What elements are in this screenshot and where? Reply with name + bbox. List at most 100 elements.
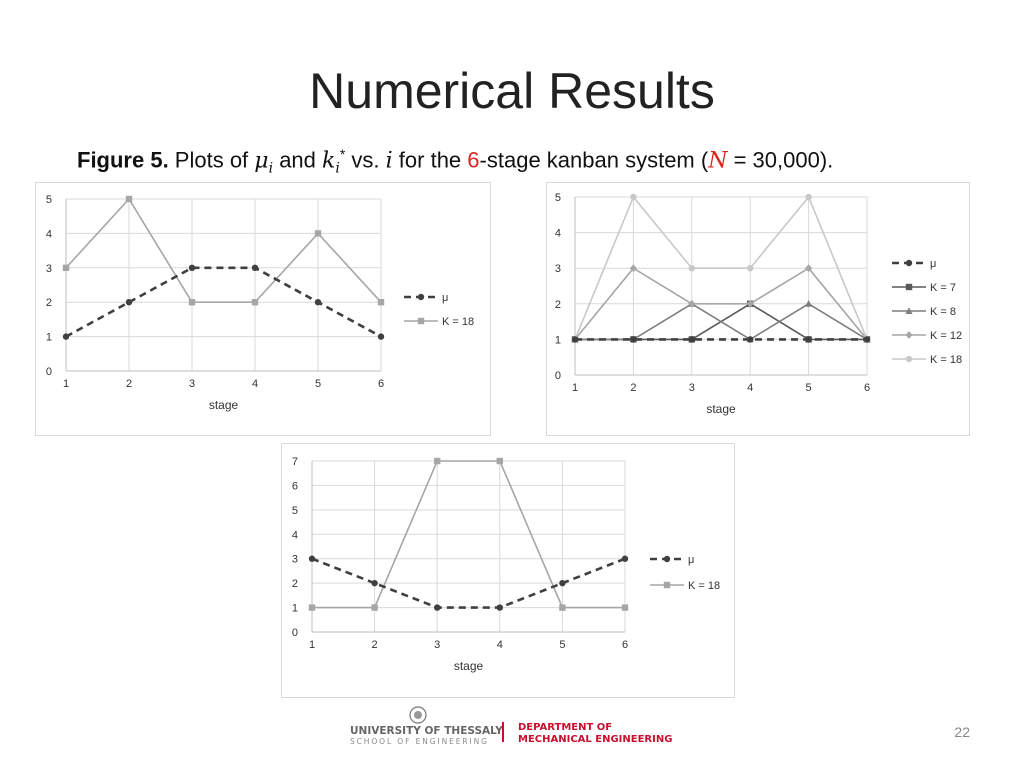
x-tick-label: 5 [559,639,565,651]
data-point [621,555,629,562]
x-tick-label: 4 [497,639,503,651]
legend-marker [905,307,913,314]
data-point [805,264,813,272]
series-k2 [571,300,871,343]
legend-marker [905,355,913,363]
x-axis-label: stage [209,398,239,412]
data-point [863,336,871,343]
legend-label: μ [930,258,936,270]
data-point [747,265,754,272]
department-line-2: MECHANICAL ENGINEERING [518,734,672,745]
x-tick-label: 2 [126,378,132,390]
data-point [314,299,322,306]
y-tick-label: 5 [46,194,52,206]
school-name: SCHOOL OF ENGINEERING [350,737,489,746]
series-k1 [62,195,385,306]
legend-marker [905,331,913,339]
data-point [621,604,629,611]
series-mu [571,336,871,343]
x-tick-label: 6 [378,378,384,390]
data-point [125,195,133,203]
footer-divider [502,722,504,742]
y-tick-label: 4 [292,529,298,541]
y-tick-label: 1 [46,332,52,344]
y-tick-label: 3 [292,554,298,566]
legend-label: K = 18 [442,316,474,328]
y-tick-label: 4 [555,228,561,240]
data-point [805,336,812,343]
x-tick-label: 1 [572,382,578,394]
y-tick-label: 3 [46,263,52,275]
series-line [574,267,868,340]
data-point [125,299,133,306]
legend-item: K = 18 [650,580,720,592]
series-line [65,266,382,338]
y-tick-label: 0 [46,366,52,378]
figure-caption: Figure 5. Plots of μi and ki* vs. i for … [77,146,833,177]
stage-count: 6 [467,147,480,173]
data-point [630,336,637,343]
legend-marker [663,581,671,589]
caption-text-4: for the [392,147,468,173]
y-tick-label: 5 [555,192,561,204]
chart-grid [311,460,626,633]
data-point [308,555,316,562]
figure-label: Figure 5. [77,147,169,173]
university-seal-icon [409,706,427,724]
series-mu [308,555,629,611]
legend-item: K = 12 [892,330,962,342]
series-line [312,460,625,609]
legend-label: K = 18 [688,580,720,592]
data-point [377,333,385,340]
caption-text-5: -stage kanban system ( [479,147,709,173]
legend-marker [905,259,913,267]
data-point [251,299,259,306]
page-number: 22 [954,724,970,740]
chart-top-left: 0 1 2 3 4 5 1 2 3 4 5 6 stage μ K = 18 [35,182,491,436]
y-tick-label: 2 [292,578,298,590]
legend-item: μ [650,554,694,566]
x-tick-label: 5 [806,382,812,394]
y-tick-label: 1 [555,334,561,346]
legend-label: K = 12 [930,330,962,342]
data-point [62,333,70,340]
series-line [574,195,868,340]
series-k4 [571,193,871,343]
legend-label: K = 18 [930,354,962,366]
x-tick-label: 6 [864,382,870,394]
legend-item: K = 18 [404,316,474,328]
n-symbol: N [708,148,728,174]
data-point [688,265,695,272]
data-point [434,457,441,465]
slide-title: Numerical Results [309,63,715,119]
mu-symbol: μ [254,148,269,174]
legend-item: K = 18 [892,354,962,366]
y-tick-label: 6 [292,480,298,492]
data-point [805,193,812,201]
chart-bottom: 0 1 2 3 4 5 6 7 1 2 3 4 5 6 stage μ K = 18 [281,443,735,698]
i-symbol: i [385,148,393,174]
legend-label: K = 8 [930,306,956,318]
x-tick-label: 6 [622,639,628,651]
x-tick-label: 5 [315,378,321,390]
mu-subscript: i [268,160,274,177]
x-tick-label: 2 [372,639,378,651]
data-point [559,604,566,611]
chart-grid [65,198,382,372]
y-tick-label: 4 [46,228,52,240]
legend-item: K = 8 [892,306,956,318]
chart-legend: μ K = 18 [650,554,720,592]
y-tick-label: 0 [292,627,298,639]
legend-marker [905,283,913,291]
data-point [805,300,813,307]
data-point [371,604,378,611]
legend-marker [663,555,671,563]
k-superscript: * [339,146,346,162]
x-axis-label: stage [706,402,736,416]
y-tick-label: 7 [292,456,298,468]
data-point [496,457,503,465]
